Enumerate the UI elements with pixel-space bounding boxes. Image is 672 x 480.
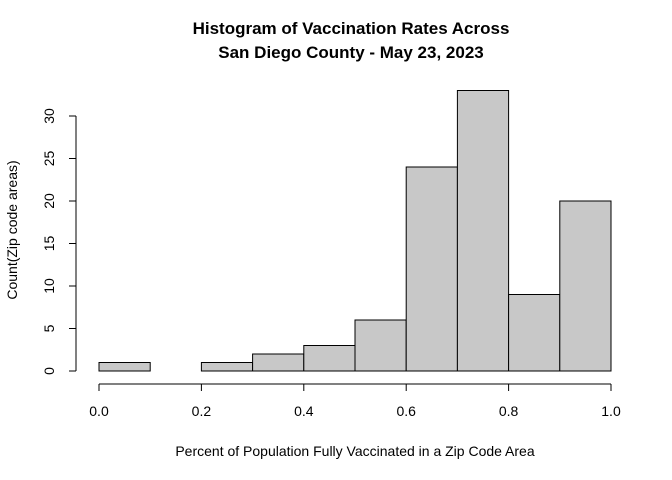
chart-title-line-1: Histogram of Vaccination Rates Across	[193, 19, 510, 38]
y-tick-label-4: 20	[41, 193, 57, 209]
x-tick-label-4: 0.8	[499, 403, 519, 419]
histogram-bar-8	[508, 294, 561, 372]
y-axis: 0 5 10 15 20 25 30	[41, 108, 77, 375]
x-tick-label-3: 0.6	[396, 403, 416, 419]
histogram-bar-4	[303, 345, 356, 372]
chart-title-line-2: San Diego County - May 23, 2023	[218, 43, 483, 62]
x-axis: 0.0 0.2 0.4 0.6 0.8 1.0	[89, 383, 621, 419]
y-tick-label-0: 0	[41, 367, 57, 375]
y-axis-label: Count(Zip code areas)	[4, 160, 20, 299]
x-tick-label-2: 0.4	[294, 403, 314, 419]
y-tick-label-2: 10	[41, 278, 57, 294]
histogram-bar-7	[456, 90, 510, 372]
histogram-bar-0	[98, 362, 151, 372]
x-tick-label-5: 1.0	[601, 403, 621, 419]
histogram-bar-5	[354, 319, 407, 372]
y-tick-label-5: 25	[41, 151, 57, 167]
bars-group	[98, 90, 612, 372]
x-tick-label-0: 0.0	[89, 403, 109, 419]
y-tick-label-1: 5	[41, 324, 57, 332]
y-tick-label-6: 30	[41, 108, 57, 124]
histogram-bar-2	[200, 362, 254, 372]
histogram-bar-3	[252, 353, 305, 372]
x-tick-label-1: 0.2	[192, 403, 212, 419]
histogram-bar-6	[405, 166, 458, 372]
y-tick-label-3: 15	[41, 236, 57, 252]
x-axis-label: Percent of Population Fully Vaccinated i…	[175, 443, 534, 459]
histogram-bar-9	[559, 200, 612, 372]
